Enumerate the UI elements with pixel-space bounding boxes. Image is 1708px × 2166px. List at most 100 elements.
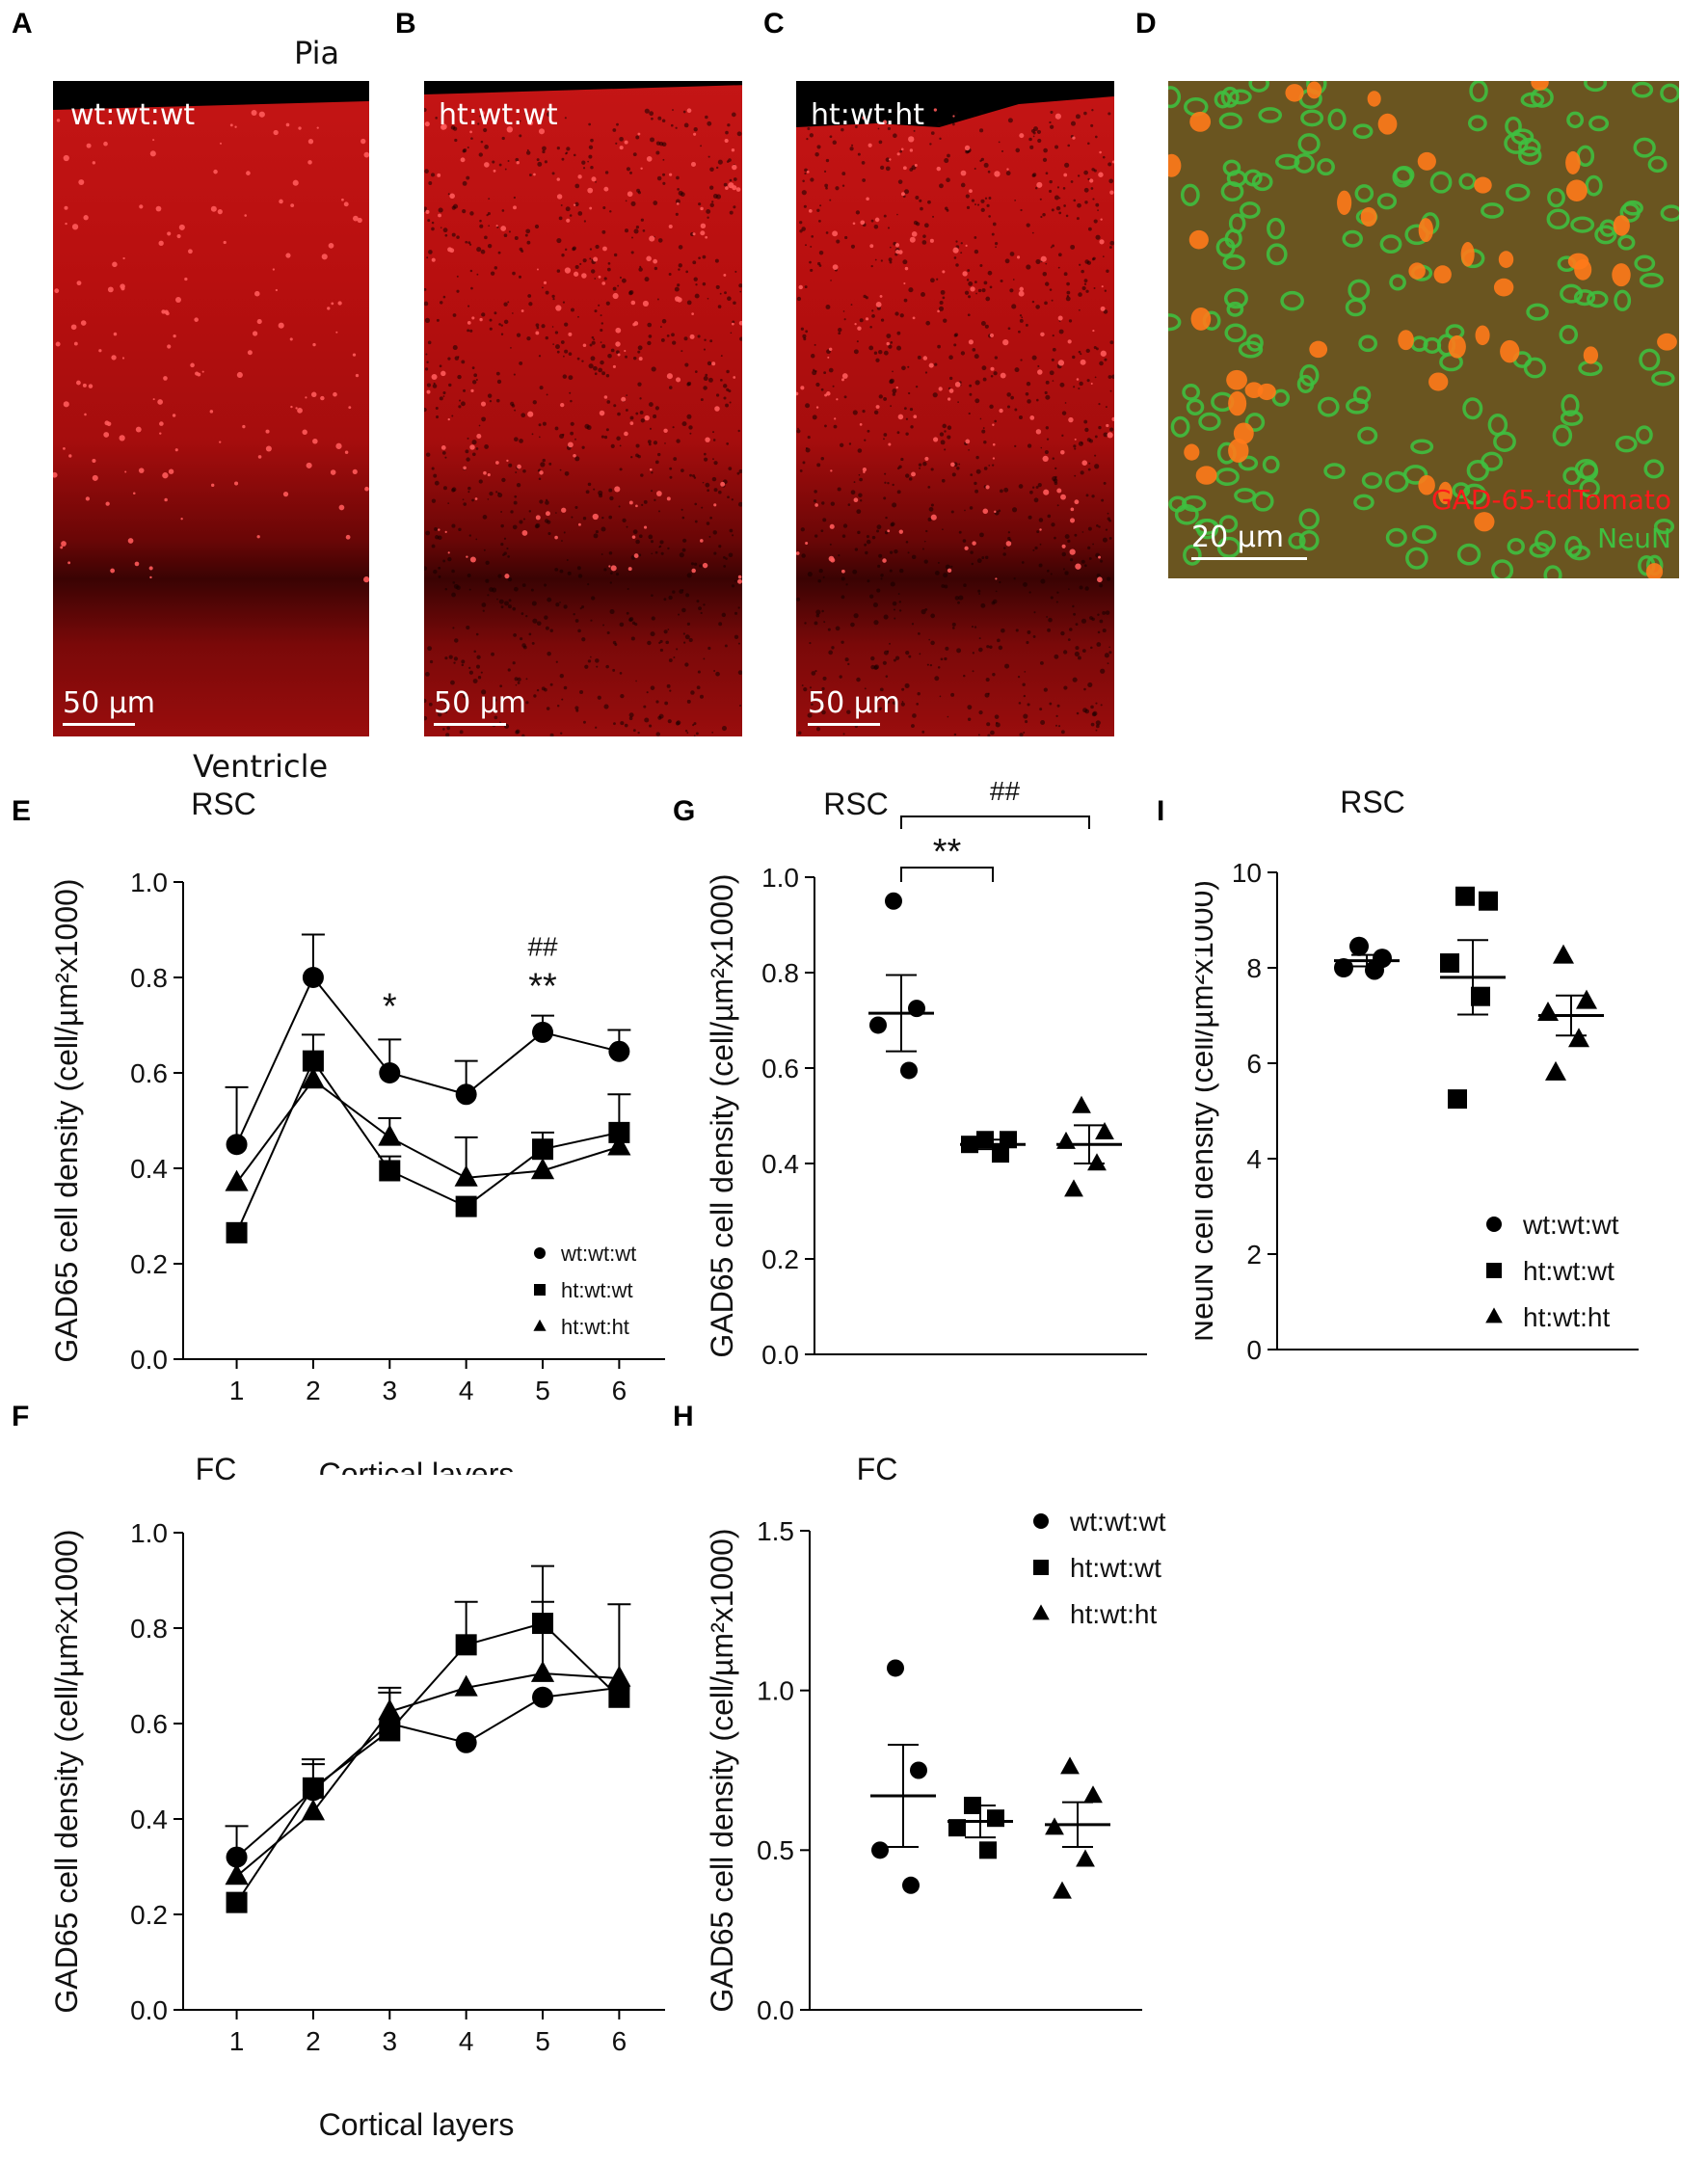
- gad65-cell: [1057, 360, 1065, 366]
- dark-speck: [1107, 576, 1111, 581]
- gad65-cell: [104, 420, 110, 426]
- dark-speck: [944, 584, 948, 589]
- neun-cell: [1323, 463, 1346, 479]
- dark-speck: [852, 569, 858, 575]
- legend-marker: [534, 1284, 546, 1296]
- dark-speck: [939, 432, 945, 437]
- data-point: [902, 1876, 920, 1894]
- dark-speck: [472, 380, 477, 385]
- dark-speck: [446, 726, 451, 731]
- gad65-cell: [638, 357, 643, 361]
- gad65-cell: [307, 139, 314, 145]
- chart-title: FC: [857, 1452, 898, 1486]
- dark-speck: [649, 427, 652, 430]
- gad65-cell: [800, 386, 805, 390]
- legend-marker: [1486, 1263, 1502, 1278]
- gad65-cell: [164, 497, 168, 502]
- dark-speck: [712, 458, 714, 461]
- dark-speck: [1044, 390, 1048, 395]
- dark-speck: [1050, 596, 1054, 600]
- dark-speck: [695, 732, 699, 735]
- dark-speck: [900, 457, 904, 462]
- data-point: [379, 1062, 401, 1083]
- micrograph-b-label: ht:wt:wt: [439, 98, 558, 132]
- dark-speck: [565, 206, 571, 212]
- gad65-cell: [61, 541, 67, 547]
- gad65-cell: [960, 170, 967, 176]
- data-point: [910, 1761, 927, 1779]
- gad65-cell: [251, 110, 257, 117]
- dark-speck: [512, 271, 516, 276]
- gad65-cell: [242, 424, 246, 429]
- dark-speck: [689, 432, 692, 435]
- dark-speck: [535, 323, 540, 328]
- neun-cell: [1186, 398, 1205, 415]
- dark-speck: [842, 733, 845, 735]
- gad65-cell: [1016, 255, 1021, 259]
- dark-speck: [995, 246, 997, 249]
- dark-speck: [1087, 227, 1092, 231]
- dark-speck: [597, 695, 601, 700]
- dark-speck: [457, 374, 462, 380]
- gad65-cell: [1099, 150, 1102, 154]
- dark-speck: [668, 658, 673, 663]
- dark-speck: [551, 326, 554, 328]
- dark-speck: [532, 618, 538, 624]
- gad65-cell: [162, 472, 169, 479]
- dark-speck: [951, 122, 955, 126]
- dark-speck: [894, 548, 898, 554]
- dark-speck: [568, 375, 574, 381]
- gad65-cell: [179, 112, 182, 115]
- dark-speck: [547, 651, 551, 656]
- dark-speck: [559, 732, 563, 735]
- dark-speck: [1080, 470, 1084, 475]
- gad65-cell: [598, 275, 601, 279]
- gad65-cell: [219, 142, 223, 145]
- dark-speck: [435, 535, 440, 540]
- dark-speck: [1078, 350, 1081, 354]
- dark-speck: [976, 203, 980, 206]
- gad65-cell: [879, 294, 883, 298]
- neun-cell: [1262, 455, 1280, 474]
- dark-speck: [1075, 623, 1079, 627]
- dark-speck: [878, 350, 883, 355]
- dark-speck: [668, 272, 672, 276]
- dark-speck: [554, 567, 559, 572]
- dark-speck: [1090, 123, 1094, 127]
- dark-speck: [644, 717, 650, 723]
- dark-speck: [1109, 427, 1114, 432]
- dark-speck: [844, 235, 848, 240]
- gad65-cell: [808, 208, 813, 213]
- dark-speck: [941, 584, 946, 588]
- gad65-cell: [480, 401, 487, 407]
- dark-speck: [1104, 289, 1108, 292]
- dark-speck: [1095, 720, 1101, 726]
- gad65-cell: [882, 558, 887, 563]
- dark-speck: [424, 169, 429, 174]
- dark-speck: [981, 288, 986, 293]
- dark-speck: [815, 613, 820, 618]
- dark-speck: [651, 366, 656, 372]
- dark-speck: [662, 181, 666, 185]
- dark-speck: [677, 283, 681, 287]
- dark-speck: [669, 386, 673, 389]
- dark-speck: [424, 407, 427, 413]
- gad65-cell: [859, 423, 863, 426]
- dark-speck: [562, 301, 566, 304]
- dark-speck: [600, 322, 604, 325]
- dark-speck: [810, 177, 814, 182]
- dark-speck: [519, 520, 523, 524]
- dark-speck: [1111, 374, 1114, 380]
- dark-speck: [917, 355, 921, 360]
- gad65-cell: [247, 350, 253, 356]
- dark-speck: [682, 110, 686, 114]
- gad65-cell: [244, 214, 248, 217]
- dark-speck: [949, 376, 953, 381]
- data-point: [608, 1040, 630, 1062]
- dark-speck: [947, 715, 949, 718]
- gad65-cell: [643, 525, 648, 529]
- dark-speck: [479, 115, 482, 118]
- dark-speck: [1086, 438, 1091, 442]
- gad65-cell: [621, 396, 627, 402]
- dark-speck: [1099, 361, 1104, 366]
